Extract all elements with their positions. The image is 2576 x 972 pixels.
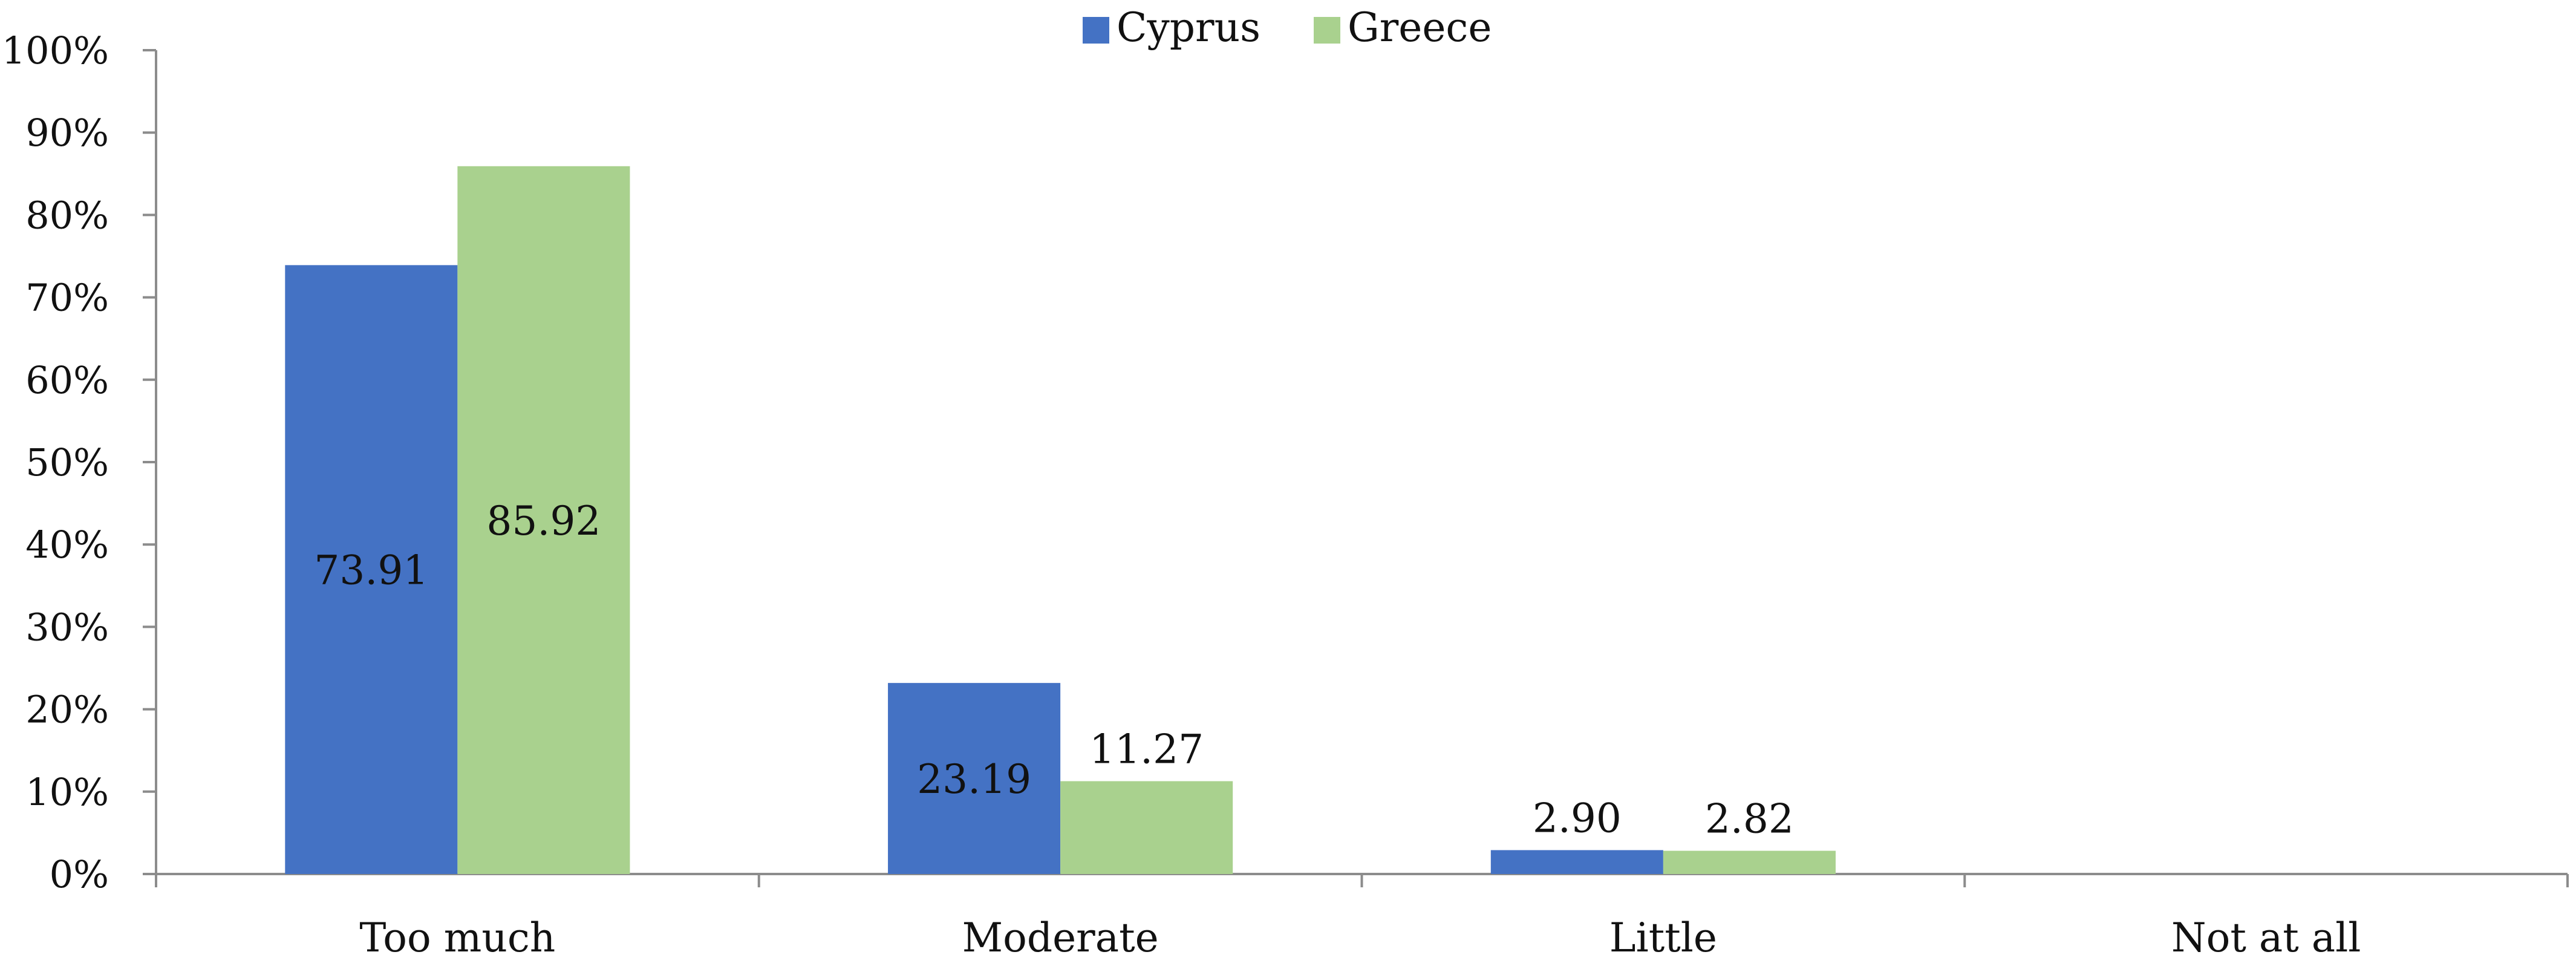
bar [457, 166, 630, 875]
data-label: 2.82 [1705, 796, 1794, 843]
data-label: 85.92 [486, 498, 601, 544]
data-label: 2.90 [1533, 795, 1622, 842]
y-tick-label: 30% [25, 605, 109, 649]
x-category-label: Not at all [2171, 915, 2361, 961]
legend-swatch [1083, 17, 1109, 44]
y-tick-label: 40% [25, 523, 109, 567]
y-tick-label: 100% [2, 28, 109, 73]
y-tick-label: 0% [50, 852, 109, 896]
y-tick-label: 90% [25, 111, 109, 155]
y-tick-label: 10% [25, 770, 109, 814]
bar [285, 265, 458, 874]
x-category-label: Too much [359, 915, 555, 961]
data-labels: 73.91 85.92 23.19 11.27 2.90 2.82 [314, 498, 1794, 843]
data-label: 11.27 [1089, 726, 1204, 773]
bars [285, 166, 1836, 875]
legend-swatch [1314, 17, 1340, 44]
y-tick-label: 60% [25, 358, 109, 402]
bar [888, 683, 1061, 874]
bar [1490, 850, 1663, 874]
axes: 0% 10% 20% 30% 40% 50% 60% 70% 80% 90% 100% Too muc… [2, 28, 2569, 961]
y-tick-label: 20% [25, 688, 109, 732]
legend-label: Greece [1348, 4, 1492, 51]
legend-label: Cyprus [1117, 4, 1260, 51]
x-category-label: Little [1609, 915, 1717, 961]
data-label: 73.91 [314, 547, 428, 594]
data-label: 23.19 [917, 756, 1031, 803]
y-tick-label: 50% [25, 440, 109, 484]
bar [1060, 781, 1233, 874]
bar [1663, 850, 1836, 874]
y-tick-label: 80% [25, 193, 109, 237]
y-tick-label: 70% [25, 276, 109, 320]
legend: Cyprus Greece [1083, 4, 1492, 51]
x-category-label: Moderate [962, 915, 1159, 961]
